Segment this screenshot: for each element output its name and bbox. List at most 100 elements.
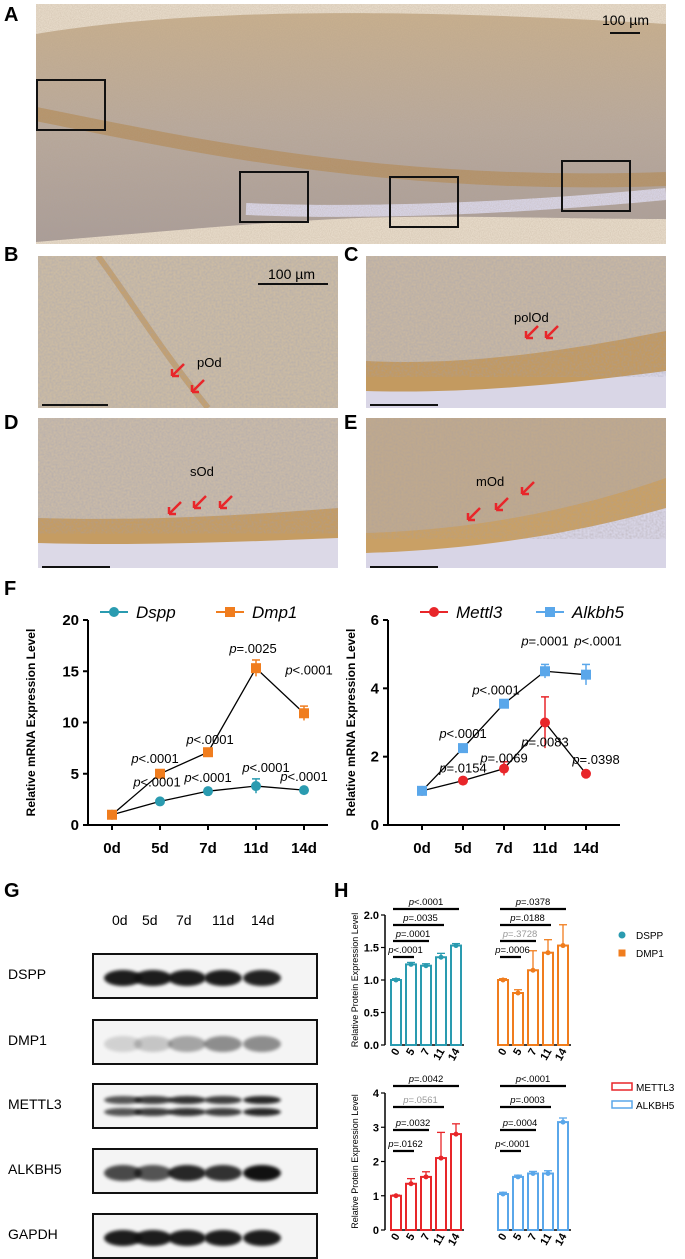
p-value-label: p=.0083 — [520, 735, 568, 750]
roi-box-d — [389, 176, 459, 228]
blot-band — [243, 1230, 281, 1246]
blot-band — [168, 1036, 206, 1052]
legend-marker — [225, 607, 235, 617]
data-dot — [408, 1181, 414, 1187]
blot-strip — [92, 1019, 318, 1065]
data-point — [203, 786, 213, 797]
blot-band — [134, 1107, 172, 1116]
panel-label-h: H — [334, 880, 349, 902]
y-tick-label: 0 — [71, 817, 79, 834]
y-tick-label: 0 — [371, 817, 379, 834]
data-dot — [545, 1170, 551, 1176]
red-arrow-icon — [167, 501, 182, 516]
bar — [435, 956, 447, 1046]
x-tick-label: 14 — [553, 1231, 570, 1248]
blot-band — [104, 1165, 142, 1181]
bar — [557, 944, 569, 1046]
panel-label-e: E — [344, 412, 358, 434]
red-arrow-icon — [544, 325, 559, 340]
bar — [527, 1172, 539, 1232]
scale-bar-d — [42, 566, 110, 568]
data-dot — [515, 990, 521, 996]
data-dot — [530, 1170, 536, 1176]
bar — [420, 1175, 432, 1231]
legend-label: Mettl3 — [456, 603, 503, 622]
cell-tag-pOd: pOd — [197, 355, 222, 370]
data-dot — [560, 1119, 566, 1125]
data-point — [417, 785, 427, 796]
chart-f-left: 0 5 10 15 20 0d 5d 7d 11d 14d Relative mRNA Expres… — [24, 603, 333, 857]
cell-tag-polOd: polOd — [514, 310, 549, 325]
x-tick-label: 5 — [511, 1232, 524, 1243]
blot-band — [204, 970, 242, 986]
blot-band — [168, 970, 206, 986]
red-arrow-icon — [190, 379, 205, 394]
x-tick-label: 14d — [291, 840, 317, 857]
data-point — [251, 663, 261, 674]
blot-lane-label: 5d — [142, 912, 158, 928]
p-value-label: p=.0154 — [438, 761, 486, 776]
data-point — [581, 669, 591, 680]
blot-band — [134, 1230, 172, 1246]
blot-band — [104, 1095, 142, 1104]
x-tick-label: 5 — [404, 1047, 417, 1058]
data-dot — [453, 943, 459, 949]
y-tick-label: 2.0 — [364, 910, 379, 922]
y-tick-label: 3 — [373, 1122, 379, 1134]
p-value-label: p<.0001 — [515, 1075, 551, 1085]
y-tick-label: 1.0 — [364, 975, 379, 987]
blot-band — [243, 1165, 281, 1181]
y-tick-label: 10 — [62, 715, 79, 732]
data-point — [540, 717, 550, 728]
p-value-label: p=.0001 — [395, 929, 431, 940]
legend-label: Dmp1 — [252, 603, 297, 622]
blot-band — [204, 1165, 242, 1181]
data-point — [499, 698, 509, 709]
legend-marker — [109, 607, 119, 617]
bar — [497, 1193, 509, 1231]
data-point — [107, 809, 117, 820]
data-point — [299, 785, 309, 796]
x-tick-label: 7 — [419, 1232, 432, 1243]
p-value-label: p=.0378 — [515, 897, 551, 908]
blot-band — [204, 1036, 242, 1052]
x-tick-label: 7d — [495, 840, 513, 857]
p-value-label: p=.0188 — [509, 913, 545, 924]
x-tick-label: 11d — [532, 840, 557, 857]
panel-label-f: F — [4, 578, 17, 600]
bar — [512, 992, 524, 1046]
data-dot — [408, 961, 414, 967]
histology-image-c — [366, 256, 666, 408]
legend-marker — [545, 607, 555, 617]
x-tick-label: 5d — [454, 840, 472, 857]
x-tick-label: 0d — [413, 840, 431, 857]
x-tick-label: 11 — [538, 1047, 554, 1063]
y-tick-label: 5 — [71, 766, 79, 783]
bar — [557, 1121, 569, 1231]
x-tick-label: 0 — [389, 1232, 402, 1243]
data-point — [251, 781, 261, 792]
legend-marker — [429, 607, 439, 617]
red-arrow-icon — [170, 363, 185, 378]
data-point — [155, 768, 165, 779]
x-tick-label: 5 — [511, 1047, 524, 1058]
chart-h-top: 0.0 0.5 1.0 1.5 2.0 Relative Protein Expressi… — [350, 897, 664, 1063]
bar — [405, 963, 417, 1046]
p-value-label: p<.0001 — [130, 751, 178, 766]
x-tick-label: 7 — [526, 1232, 539, 1243]
legend-label: METTL3 — [636, 1083, 675, 1094]
y-tick-label: 1.5 — [364, 943, 379, 955]
scale-label-a: 100 µm — [602, 12, 649, 28]
bar — [390, 1194, 402, 1231]
x-tick-label: 0 — [496, 1232, 509, 1243]
data-dot — [423, 1174, 429, 1180]
x-tick-label: 7d — [199, 840, 217, 857]
blot-strip — [92, 1083, 318, 1129]
bar — [542, 951, 554, 1047]
y-tick-label: 0.5 — [364, 1008, 379, 1020]
data-dot — [453, 1131, 459, 1137]
histology-drawing-c — [366, 256, 666, 408]
x-tick-label: 11 — [431, 1047, 447, 1063]
histology-drawing-a — [36, 4, 666, 244]
